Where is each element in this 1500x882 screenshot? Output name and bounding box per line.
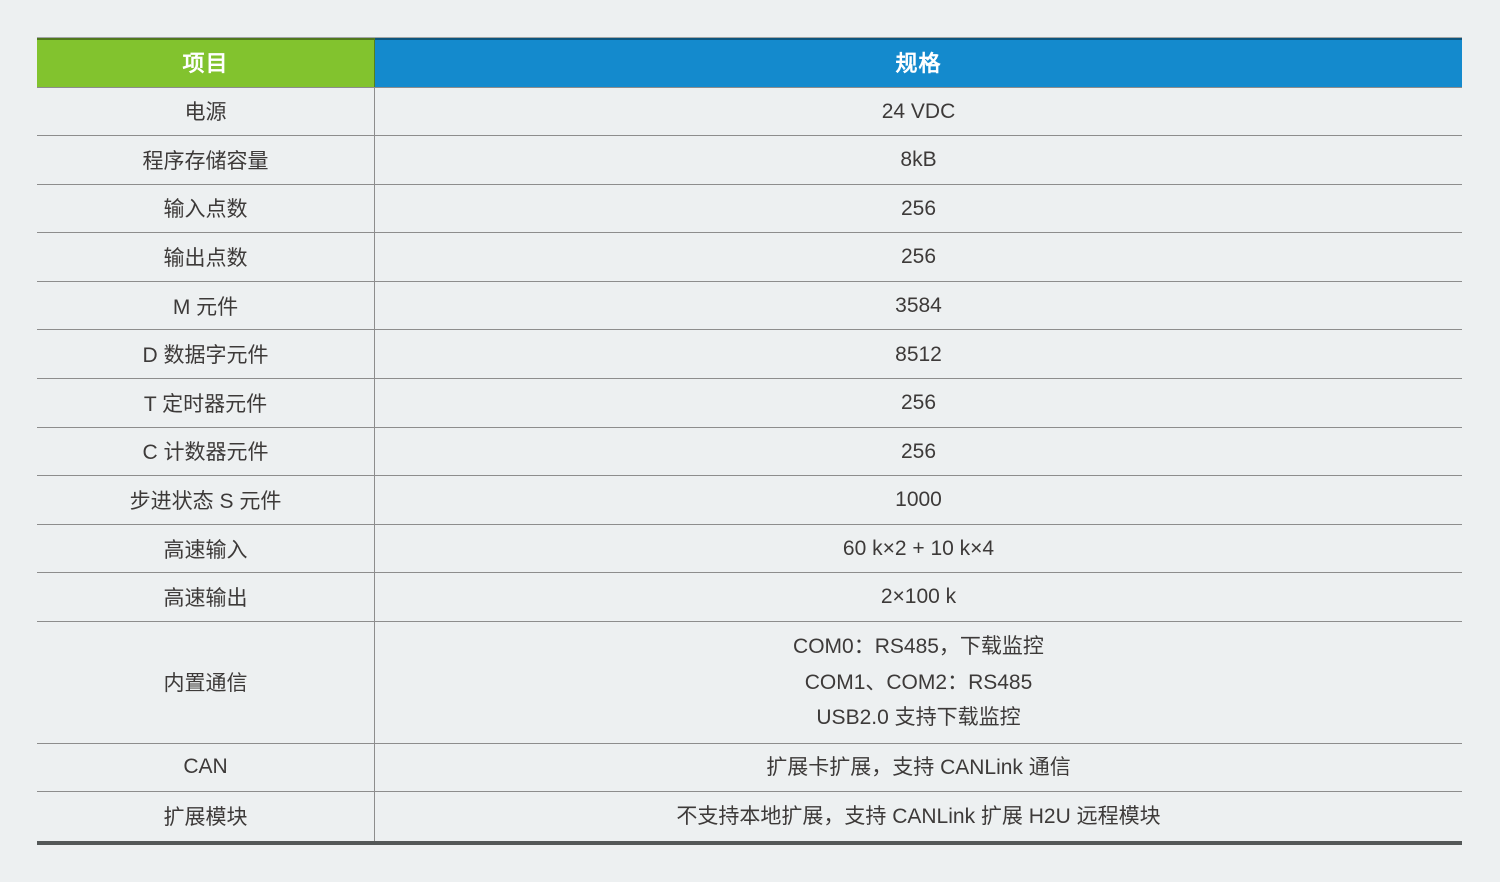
item-cell: CAN	[37, 743, 375, 792]
spec-cell: 1000	[375, 476, 1462, 524]
spec-cell: 256	[375, 379, 1462, 427]
table-row: 输出点数 256	[37, 233, 1462, 282]
table-row: CAN 扩展卡扩展，支持 CANLink 通信	[37, 743, 1462, 793]
spec-line: 2×100 k	[880, 585, 957, 609]
item-cell: 输入点数	[37, 184, 375, 233]
table-row: D 数据字元件 8512	[37, 330, 1462, 380]
spec-line: COM1、COM2：RS485	[804, 670, 1033, 694]
spec-cell: 24 VDC	[375, 88, 1462, 136]
spec-cell: 不支持本地扩展，支持 CANLink 扩展 H2U 远程模块	[375, 792, 1462, 841]
spec-line: 256	[900, 196, 937, 220]
table-row: 程序存储容量 8kB	[37, 136, 1462, 185]
item-cell: M 元件	[37, 281, 375, 330]
spec-line: 256	[900, 391, 937, 415]
spec-table: 项目 规格 电源 24 VDC 程序存储容量 8kB 输入点数 256 输出点数 256 M 元…	[37, 37, 1462, 845]
spec-cell: 256	[375, 233, 1462, 281]
spec-line: 8512	[895, 342, 942, 366]
table-row: M 元件 3584	[37, 281, 1462, 331]
item-cell: D 数据字元件	[37, 330, 375, 379]
table-row: 高速输入 60 k×2 + 10 k×4	[37, 524, 1462, 574]
spec-cell: 60 k×2 + 10 k×4	[375, 525, 1462, 573]
header-cell-spec: 规格	[375, 38, 1462, 87]
item-cell: T 定时器元件	[37, 379, 375, 427]
header-cell-item: 项目	[37, 38, 375, 87]
spec-line: 3584	[895, 293, 942, 317]
item-cell: 高速输入	[37, 524, 375, 573]
item-cell: 高速输出	[37, 573, 375, 622]
spec-line: COM0：RS485，下载监控	[793, 635, 1044, 659]
spec-line: 8kB	[900, 148, 937, 172]
item-cell: 程序存储容量	[37, 136, 375, 184]
spec-line: 256	[900, 439, 937, 463]
spec-table-body: 电源 24 VDC 程序存储容量 8kB 输入点数 256 输出点数 256 M 元件 3584 D…	[37, 87, 1462, 841]
spec-line: 256	[900, 245, 937, 269]
table-header-row: 项目 规格	[37, 38, 1462, 88]
item-cell: 步进状态 S 元件	[37, 476, 375, 524]
spec-line: 60 k×2 + 10 k×4	[842, 536, 995, 560]
spec-line: 不支持本地扩展，支持 CANLink 扩展 H2U 远程模块	[676, 804, 1161, 828]
spec-cell: 2×100 k	[375, 573, 1462, 621]
table-row: 内置通信 COM0：RS485，下载监控 COM1、COM2：RS485 USB2.0…	[37, 622, 1462, 744]
spec-cell: 256	[375, 428, 1462, 476]
table-row: T 定时器元件 256	[37, 379, 1462, 428]
table-row: 高速输出 2×100 k	[37, 573, 1462, 623]
table-row: C 计数器元件 256	[37, 427, 1462, 477]
item-cell: C 计数器元件	[37, 427, 375, 476]
spec-cell: 8kB	[375, 136, 1462, 184]
spec-line: 1000	[895, 488, 942, 512]
spec-line: USB2.0 支持下载监控	[816, 706, 1021, 730]
spec-cell: 3584	[375, 282, 1462, 330]
header-spec-label: 规格	[895, 51, 942, 77]
spec-line: 扩展卡扩展，支持 CANLink 通信	[766, 755, 1071, 779]
item-cell: 内置通信	[37, 622, 375, 743]
item-cell: 扩展模块	[37, 792, 375, 841]
header-item-label: 项目	[182, 51, 229, 77]
item-cell: 电源	[37, 87, 375, 136]
spec-line: 24 VDC	[881, 99, 956, 123]
table-row: 输入点数 256	[37, 184, 1462, 234]
table-row: 步进状态 S 元件 1000	[37, 476, 1462, 525]
table-row: 扩展模块 不支持本地扩展，支持 CANLink 扩展 H2U 远程模块	[37, 792, 1462, 841]
table-row: 电源 24 VDC	[37, 87, 1462, 137]
spec-cell: 8512	[375, 330, 1462, 378]
spec-cell: COM0：RS485，下载监控 COM1、COM2：RS485 USB2.0 支持下…	[375, 622, 1462, 743]
spec-cell: 扩展卡扩展，支持 CANLink 通信	[375, 744, 1462, 792]
item-cell: 输出点数	[37, 233, 375, 281]
spec-cell: 256	[375, 185, 1462, 233]
